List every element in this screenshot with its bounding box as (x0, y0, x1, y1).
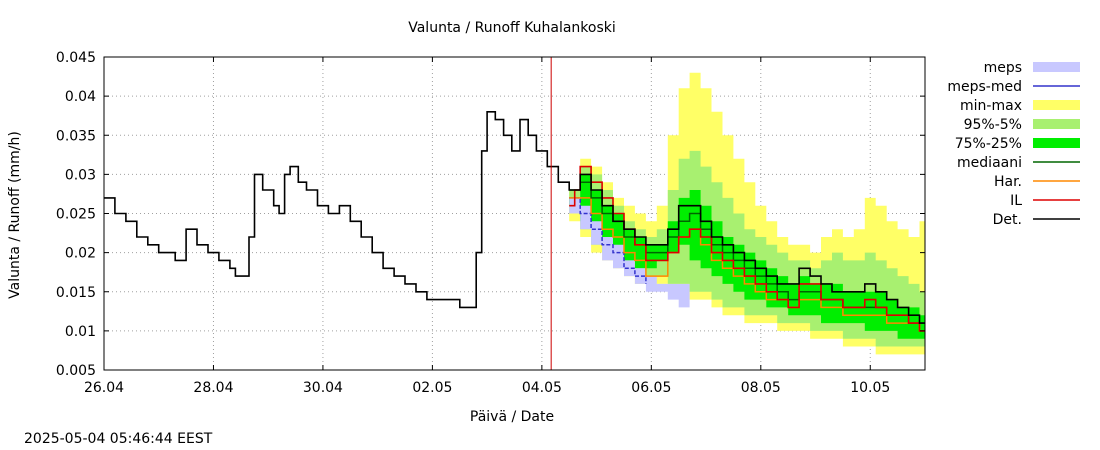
y-tick-label: 0.03 (65, 167, 96, 183)
x-tick-label: 04.05 (522, 380, 562, 396)
y-tick-label: 0.02 (65, 246, 96, 262)
bands (569, 72, 925, 355)
y-tick-label: 0.025 (56, 207, 96, 223)
legend-label: 75%-25% (955, 136, 1022, 152)
series-line-il (569, 165, 925, 332)
legend-label: Har. (994, 174, 1022, 190)
x-tick-label: 10.05 (850, 380, 890, 396)
legend-label: min-max (960, 98, 1022, 114)
x-tick-label: 30.04 (303, 380, 343, 396)
legend-swatch (1033, 62, 1080, 72)
y-axis-label: Valunta / Runoff (mm/h) (7, 131, 23, 299)
legend-label: meps-med (947, 79, 1022, 95)
series-line-meps-med (569, 197, 647, 284)
band-75-25- (569, 174, 925, 339)
x-tick-label: 28.04 (193, 380, 233, 396)
chart-title: Valunta / Runoff Kuhalankoski (408, 20, 616, 36)
legend-swatch (1033, 119, 1080, 129)
legend-label: mediaani (957, 155, 1022, 171)
legend-label: meps (984, 60, 1022, 76)
timestamp-label: 2025-05-04 05:46:44 EEST (24, 431, 213, 447)
x-tick-label: 08.05 (741, 380, 781, 396)
x-tick-label: 02.05 (412, 380, 452, 396)
legend-swatch (1033, 100, 1080, 110)
y-tick-label: 0.035 (56, 128, 96, 144)
legend-label: IL (1010, 193, 1022, 209)
legend-label: 95%-5% (964, 117, 1022, 133)
legend-label: Det. (993, 212, 1022, 228)
y-tick-label: 0.045 (56, 50, 96, 66)
band-meps (569, 197, 690, 308)
y-tick-label: 0.04 (65, 89, 96, 105)
y-tick-label: 0.005 (56, 363, 96, 379)
x-tick-label: 06.05 (631, 380, 671, 396)
series-lines (104, 111, 925, 332)
x-tick-label: 26.04 (84, 380, 124, 396)
legend-swatch (1033, 138, 1080, 148)
series-line-det- (104, 111, 925, 324)
y-tick-label: 0.015 (56, 285, 96, 301)
axis-ticks: 0.005 0.01 0.015 0.02 0.025 0.03 0.035 0.04 0.04… (56, 50, 925, 396)
x-axis-label: Päivä / Date (470, 409, 554, 425)
series-line-har- (569, 197, 925, 332)
legend: meps meps-med min-max 95%-5% 75%-25% mediaani… (947, 60, 1080, 228)
y-tick-label: 0.01 (65, 324, 96, 340)
